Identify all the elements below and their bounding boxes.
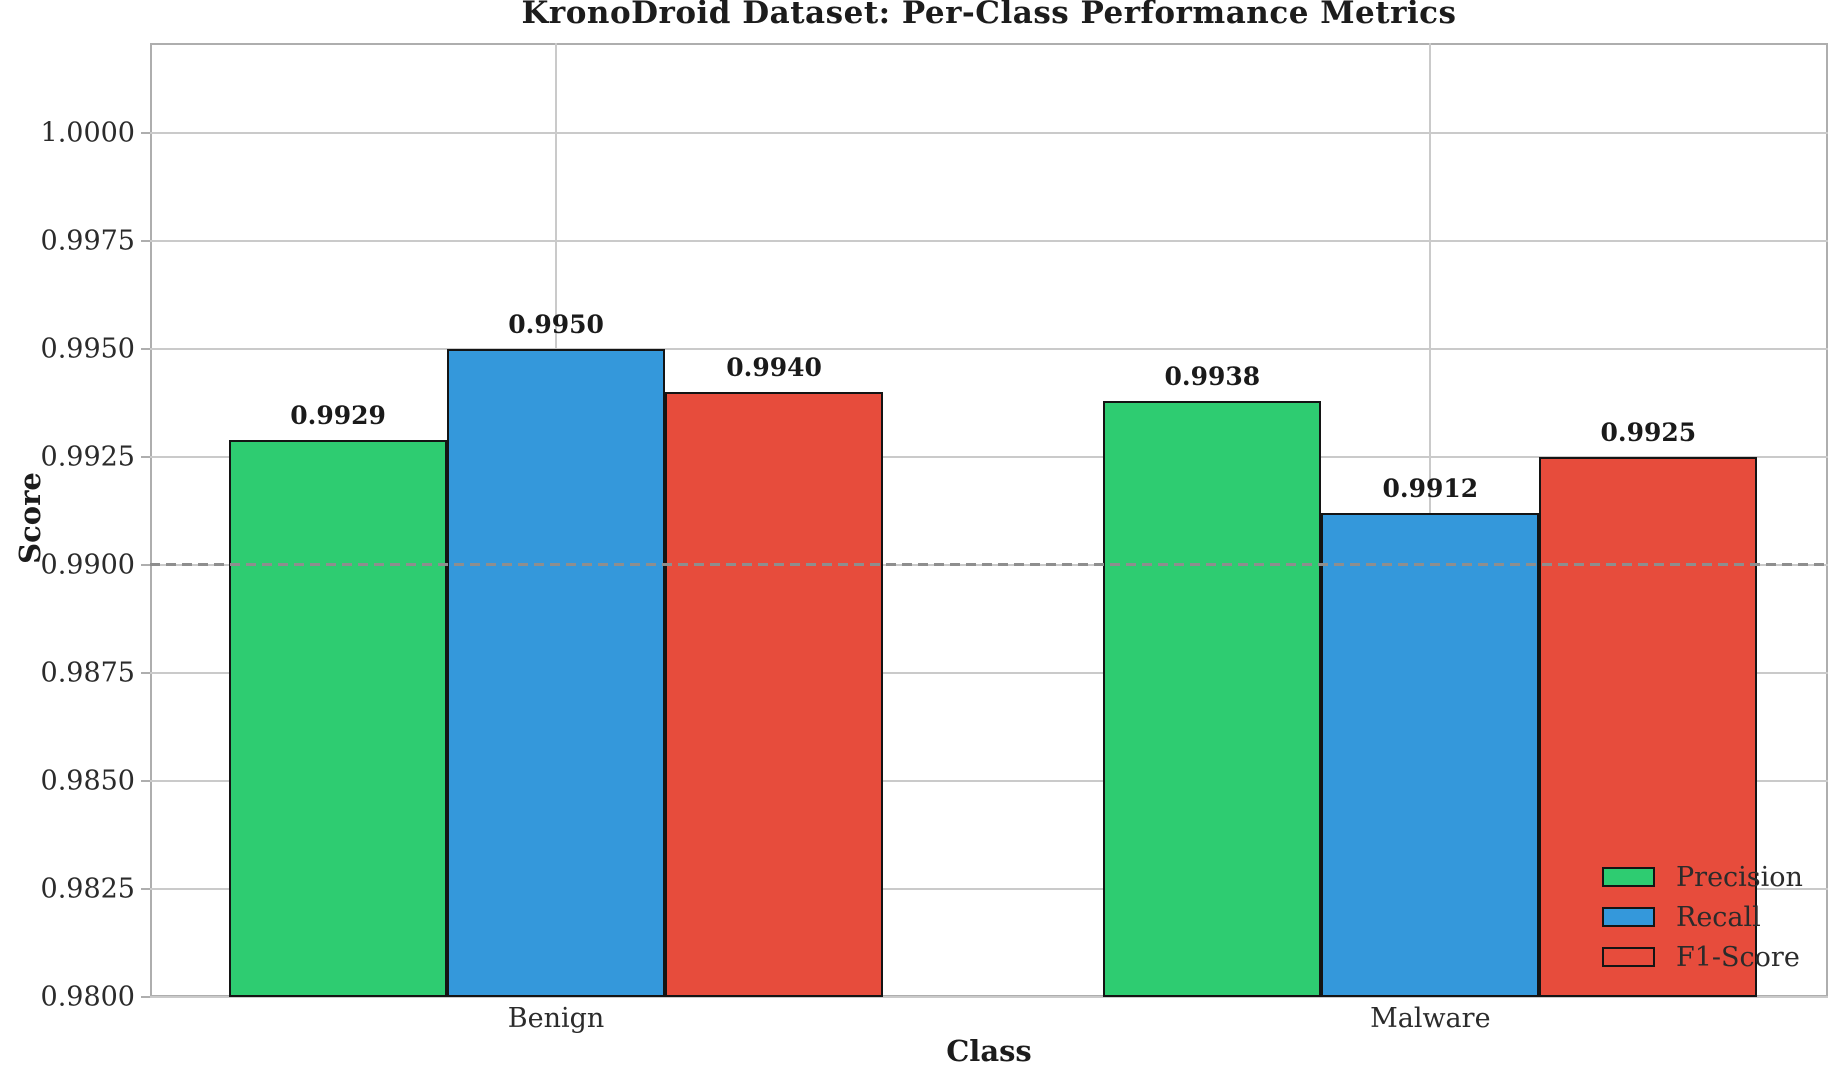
bar-malware-recall: [1321, 513, 1540, 997]
legend-swatch-f1-score: [1602, 947, 1655, 967]
y-tick-mark: [141, 779, 150, 782]
y-tick-label: 0.9850: [40, 765, 135, 797]
h-gridline: [150, 671, 1828, 674]
bar-value-label-benign-f1-score: 0.9940: [726, 353, 822, 383]
bar-benign-recall: [447, 348, 666, 997]
chart-title: KronoDroid Dataset: Per-Class Performanc…: [521, 0, 1457, 31]
y-tick-label: 0.9975: [40, 225, 135, 257]
y-tick-label: 0.9900: [40, 549, 135, 581]
h-gridline: [150, 996, 1828, 998]
y-tick-mark: [141, 671, 150, 674]
legend-row-f1-score: F1-Score: [1602, 937, 1803, 977]
bar-benign-f1-score: [665, 392, 884, 997]
h-gridline: [150, 239, 1828, 242]
y-tick-mark: [141, 996, 150, 998]
y-tick-label: 0.9925: [40, 441, 135, 473]
y-tick-mark: [141, 347, 150, 350]
y-tick-label: 0.9875: [40, 657, 135, 689]
bar-value-label-malware-f1-score: 0.9925: [1600, 417, 1697, 447]
legend: Precision Recall F1-Score: [1602, 857, 1803, 977]
h-gridline: [150, 887, 1828, 890]
x-tick-label-malware: Malware: [1370, 1003, 1491, 1034]
legend-row-precision: Precision: [1602, 857, 1803, 897]
y-tick-mark: [141, 455, 150, 458]
y-tick-mark: [141, 887, 150, 890]
legend-label-f1-score: F1-Score: [1676, 941, 1800, 973]
y-tick-label: 0.9950: [40, 333, 135, 365]
legend-swatch-precision: [1602, 867, 1655, 887]
bar-malware-f1-score: [1539, 456, 1758, 997]
y-tick-label: 0.9825: [40, 873, 135, 905]
bar-malware-precision: [1103, 400, 1322, 997]
legend-label-recall: Recall: [1676, 901, 1761, 933]
legend-row-recall: Recall: [1602, 897, 1803, 937]
x-tick-label-benign: Benign: [507, 1003, 605, 1034]
bar-value-label-malware-precision: 0.9938: [1164, 361, 1261, 391]
bar-value-label-benign-precision: 0.9929: [290, 400, 386, 430]
x-axis-label: Class: [946, 1034, 1032, 1068]
y-tick-mark: [141, 239, 150, 242]
reference-line: [150, 563, 1828, 567]
y-tick-label: 0.9800: [40, 981, 135, 1013]
y-tick-mark: [141, 563, 150, 566]
h-gridline: [150, 779, 1828, 782]
y-tick-mark: [141, 131, 150, 134]
h-gridline: [150, 455, 1828, 458]
y-tick-label: 1.0000: [40, 117, 135, 149]
bar-benign-precision: [229, 439, 448, 997]
legend-swatch-recall: [1602, 907, 1655, 927]
bar-value-label-benign-recall: 0.9950: [508, 309, 604, 339]
legend-label-precision: Precision: [1676, 861, 1803, 893]
h-gridline: [150, 347, 1828, 350]
bar-value-label-malware-recall: 0.9912: [1382, 474, 1479, 504]
h-gridline: [150, 131, 1828, 134]
